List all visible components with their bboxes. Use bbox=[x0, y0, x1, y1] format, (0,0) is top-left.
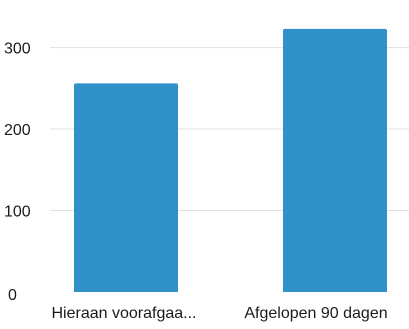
bars bbox=[74, 28, 387, 292]
x-tick-label: Hieraan voorafgaa... bbox=[52, 305, 197, 322]
y-tick-label: 0 bbox=[8, 287, 17, 304]
y-tick-label: 200 bbox=[4, 122, 31, 139]
y-tick-label: 300 bbox=[4, 41, 31, 58]
bar[interactable] bbox=[283, 28, 387, 292]
x-tick-label: Afgelopen 90 dagen bbox=[244, 305, 387, 322]
x-axis-ticks: Hieraan voorafgaa... Afgelopen 90 dagen bbox=[52, 305, 388, 322]
y-axis-ticks: 0 100 200 300 bbox=[4, 41, 31, 304]
bar[interactable] bbox=[74, 83, 178, 292]
y-tick-label: 100 bbox=[4, 204, 31, 221]
